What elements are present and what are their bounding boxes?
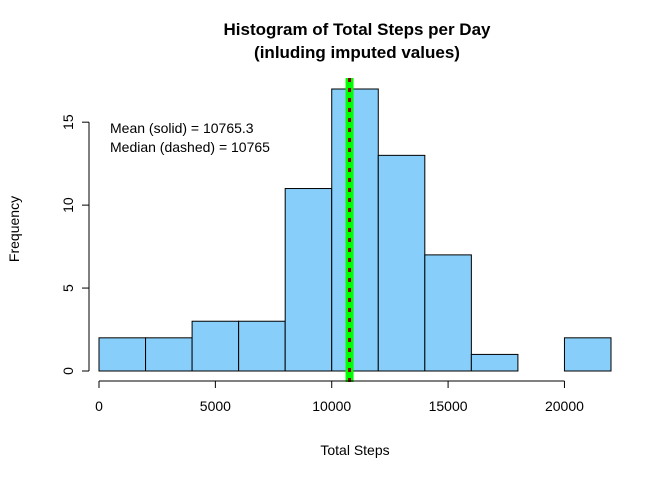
histogram-bar: [145, 337, 193, 372]
histogram-bar: [424, 254, 472, 372]
histogram-bar: [377, 154, 426, 372]
histogram-bar: [238, 320, 286, 372]
y-tick-label: 10: [60, 197, 76, 213]
chart-subtitle: (inluding imputed values): [254, 43, 460, 62]
histogram-bar: [470, 353, 519, 372]
y-tick-label: 0: [60, 367, 76, 375]
histogram-bar: [331, 88, 379, 372]
bars-group: [98, 88, 612, 372]
x-tick-label: 15000: [429, 398, 468, 414]
x-axis-label: Total Steps: [320, 442, 389, 458]
x-axis: 0 5000 10000 15000 20000: [95, 380, 584, 414]
y-tick-label: 5: [60, 284, 76, 292]
histogram-bar: [98, 337, 147, 372]
x-tick-label: 10000: [312, 398, 351, 414]
x-tick-label: 20000: [545, 398, 584, 414]
median-annotation: Median (dashed) = 10765: [110, 139, 270, 155]
histogram-bar: [191, 320, 240, 372]
chart-title: Histogram of Total Steps per Day: [223, 20, 491, 39]
histogram-bar: [563, 337, 612, 372]
x-tick-label: 5000: [200, 398, 231, 414]
histogram-bar: [284, 188, 333, 372]
mean-annotation: Mean (solid) = 10765.3: [110, 120, 254, 136]
y-axis: 0 5 10 15: [60, 114, 90, 375]
x-tick-label: 0: [95, 398, 103, 414]
y-tick-label: 15: [60, 114, 76, 130]
y-axis-label: Frequency: [6, 196, 22, 262]
